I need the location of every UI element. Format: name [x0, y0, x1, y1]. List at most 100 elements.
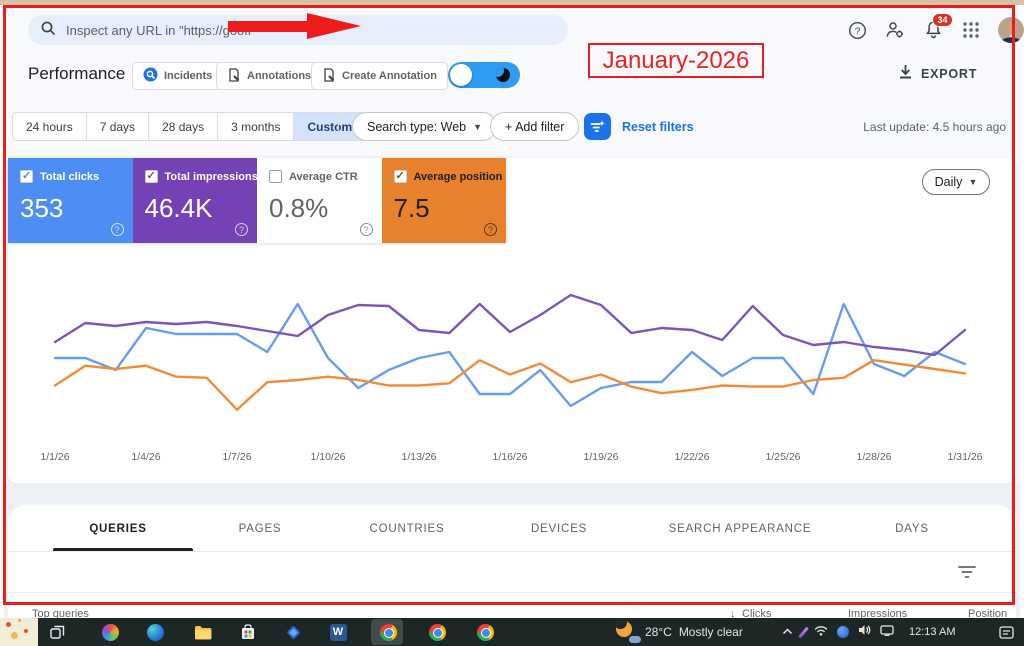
average-ctr-checkbox[interactable] — [269, 170, 282, 183]
impressions-column-header[interactable]: Impressions — [848, 608, 908, 618]
task-view-icon[interactable] — [48, 622, 68, 642]
reset-filters-link[interactable]: Reset filters — [622, 120, 694, 134]
add-filter-label: + Add filter — [505, 119, 565, 134]
total-impressions-card[interactable]: Total impressions 46.4K ? — [132, 158, 258, 243]
incidents-icon — [143, 67, 158, 85]
tab-pages[interactable]: PAGES — [238, 523, 282, 535]
range-28-days[interactable]: 28 days — [148, 112, 219, 141]
export-label: EXPORT — [921, 66, 978, 81]
wifi-icon[interactable] — [814, 623, 828, 641]
granularity-dropdown[interactable]: Daily ▼ — [922, 169, 990, 195]
x-axis-label: 1/4/26 — [131, 451, 161, 463]
dark-mode-toggle[interactable] — [448, 62, 520, 88]
x-axis-label: 1/22/26 — [674, 451, 710, 463]
divider — [338, 114, 339, 139]
x-axis-label: 1/25/26 — [765, 451, 801, 463]
total-clicks-checkbox[interactable] — [20, 169, 33, 183]
card-label: Total impressions — [164, 170, 258, 183]
desktop-corner-art — [0, 618, 38, 646]
file-explorer-icon[interactable] — [193, 622, 213, 642]
x-axis-label: 1/19/26 — [583, 451, 619, 463]
windows-taskbar: W 28°C Mostly clear 12:13 AM — [0, 618, 1024, 646]
notification-badge: 34 — [932, 13, 953, 27]
position-column-header[interactable]: Position — [968, 608, 1008, 618]
tab-days[interactable]: DAYS — [895, 523, 929, 535]
help-icon[interactable]: ? — [846, 19, 868, 41]
x-axis-label: 1/16/26 — [492, 451, 528, 463]
edge-browser-icon[interactable] — [145, 622, 165, 642]
weather-condition-text: Mostly clear — [678, 625, 743, 639]
x-axis-label: 1/13/26 — [401, 451, 437, 463]
clicks-column-header[interactable]: Clicks — [742, 608, 772, 618]
card-value: 46.4K — [144, 193, 213, 223]
tray-blue-app-icon[interactable] — [837, 626, 849, 638]
card-label: Average position — [413, 170, 503, 183]
blue-app-icon[interactable] — [283, 622, 303, 642]
tab-devices[interactable]: DEVICES — [530, 523, 588, 535]
average-ctr-card[interactable]: Average CTR 0.8% ? — [257, 158, 382, 243]
pen-tray-icon[interactable] — [798, 626, 809, 638]
annotation-doc-icon — [227, 67, 241, 85]
table-filter-icon[interactable] — [958, 565, 976, 584]
search-type-label: Search type: Web — [367, 119, 467, 134]
divider — [8, 592, 1016, 593]
notifications-bell-icon[interactable]: 34 — [922, 13, 953, 41]
average-position-checkbox[interactable] — [393, 169, 407, 183]
page-title: Performance — [28, 64, 126, 83]
last-update-text: Last update: 4.5 hours ago — [863, 120, 1006, 134]
tab-countries[interactable]: COUNTRIES — [369, 523, 445, 535]
x-axis-label: 1/31/26 — [947, 451, 983, 463]
apps-grid-icon[interactable] — [960, 19, 982, 41]
active-tab-underline — [53, 548, 193, 551]
chrome-icon[interactable] — [475, 622, 495, 642]
metric-cards-row: Total clicks 353 ? Total impressions 46.… — [8, 158, 506, 243]
average-position-card[interactable]: Average position 7.5 ? — [381, 158, 506, 243]
download-icon — [898, 64, 913, 83]
chrome-icon[interactable] — [378, 622, 398, 642]
notification-center-icon[interactable] — [996, 622, 1016, 642]
divider — [8, 551, 1016, 552]
help-circle-icon[interactable]: ? — [484, 223, 497, 236]
settings-user-icon[interactable] — [884, 19, 906, 41]
tray-chevron-up-icon[interactable] — [782, 623, 793, 641]
tab-queries[interactable]: QUERIES — [89, 523, 147, 535]
user-avatar[interactable] — [998, 17, 1024, 43]
annotation-arrow — [228, 11, 362, 39]
help-circle-icon[interactable]: ? — [235, 223, 248, 236]
queries-table-header: Top queries ↓ Clicks Impressions Positio… — [0, 604, 1024, 618]
chrome-icon[interactable] — [427, 622, 447, 642]
range-7-days[interactable]: 7 days — [85, 112, 150, 141]
temperature-text: 28°C — [645, 625, 672, 639]
date-range-group: 24 hours 7 days 28 days 3 months Custom … — [12, 112, 383, 141]
help-circle-icon[interactable]: ? — [110, 223, 124, 236]
filter-sparkle-icon — [590, 120, 605, 132]
top-queries-header: Top queries — [32, 608, 89, 618]
moon-cloud-icon — [616, 621, 641, 643]
volume-icon[interactable] — [858, 623, 871, 641]
incidents-label: Incidents — [164, 70, 213, 82]
copilot-icon[interactable] — [100, 622, 120, 642]
add-filter-button[interactable]: + Add filter — [490, 112, 580, 141]
help-circle-icon[interactable]: ? — [359, 223, 373, 236]
create-annotation-button[interactable]: Create Annotation — [311, 62, 448, 90]
weather-widget[interactable]: 28°C Mostly clear — [616, 618, 743, 646]
cast-icon[interactable] — [880, 623, 894, 641]
range-3-months[interactable]: 3 months — [217, 112, 295, 141]
word-icon[interactable]: W — [328, 622, 348, 642]
custom-label: Custom — [307, 119, 353, 134]
search-type-dropdown[interactable]: Search type: Web ▼ — [352, 112, 498, 141]
annotations-label: Annotations — [247, 70, 312, 82]
sort-arrow-icon: ↓ — [730, 608, 736, 618]
export-button[interactable]: EXPORT — [898, 64, 977, 83]
compare-filter-button[interactable] — [584, 113, 611, 140]
tab-search-appearance[interactable]: SEARCH APPEARANCE — [668, 523, 812, 535]
total-impressions-checkbox[interactable] — [144, 169, 158, 183]
create-annotation-label: Create Annotation — [342, 70, 437, 82]
microsoft-store-icon[interactable] — [238, 622, 258, 642]
incidents-button[interactable]: Incidents — [132, 62, 224, 90]
taskbar-clock[interactable]: 12:13 AM — [909, 626, 956, 638]
chevron-down-icon: ▼ — [968, 177, 978, 187]
range-24-hours[interactable]: 24 hours — [12, 112, 87, 141]
total-clicks-card[interactable]: Total clicks 353 ? — [8, 158, 133, 243]
annotations-button[interactable]: Annotations — [216, 62, 323, 90]
